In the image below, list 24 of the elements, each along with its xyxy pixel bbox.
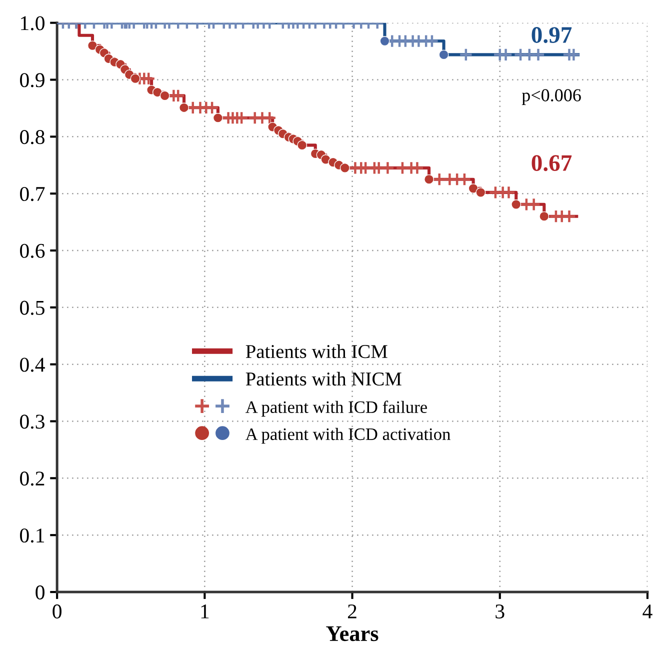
y-tick-label: 0.3 bbox=[20, 414, 44, 429]
x-tick-label: 2 bbox=[348, 604, 356, 618]
y-tick-label: 0.5 bbox=[20, 300, 44, 315]
legend-label: Patients with NICM bbox=[246, 372, 402, 386]
annotation: p<0.006 bbox=[522, 89, 581, 106]
annotation: 0.67 bbox=[532, 155, 572, 172]
legend-label: A patient with ICD activation bbox=[245, 428, 450, 444]
x-tick-label: 1 bbox=[201, 604, 209, 618]
y-tick-label: 1.0 bbox=[21, 16, 44, 30]
y-tick-label: 0.1 bbox=[20, 528, 44, 543]
y-tick-label: 0.6 bbox=[20, 244, 45, 258]
y-tick-label: 0.2 bbox=[20, 472, 44, 486]
y-tick-label: 0 bbox=[36, 585, 44, 600]
legend-label: Patients with ICM bbox=[246, 344, 388, 358]
annotation: 0.97 bbox=[532, 27, 572, 44]
y-tick-label: 0.8 bbox=[20, 130, 44, 144]
x-axis-title: Years bbox=[326, 626, 378, 642]
x-tick-label: 0 bbox=[52, 604, 62, 618]
y-tick-label: 0.9 bbox=[20, 73, 44, 88]
x-tick-label: 3 bbox=[496, 604, 504, 618]
y-tick-label: 0.4 bbox=[20, 358, 45, 372]
x-tick-label: 4 bbox=[642, 604, 652, 618]
legend-label: A patient with ICD failure bbox=[245, 400, 427, 417]
y-tick-label: 0.7 bbox=[20, 186, 45, 202]
